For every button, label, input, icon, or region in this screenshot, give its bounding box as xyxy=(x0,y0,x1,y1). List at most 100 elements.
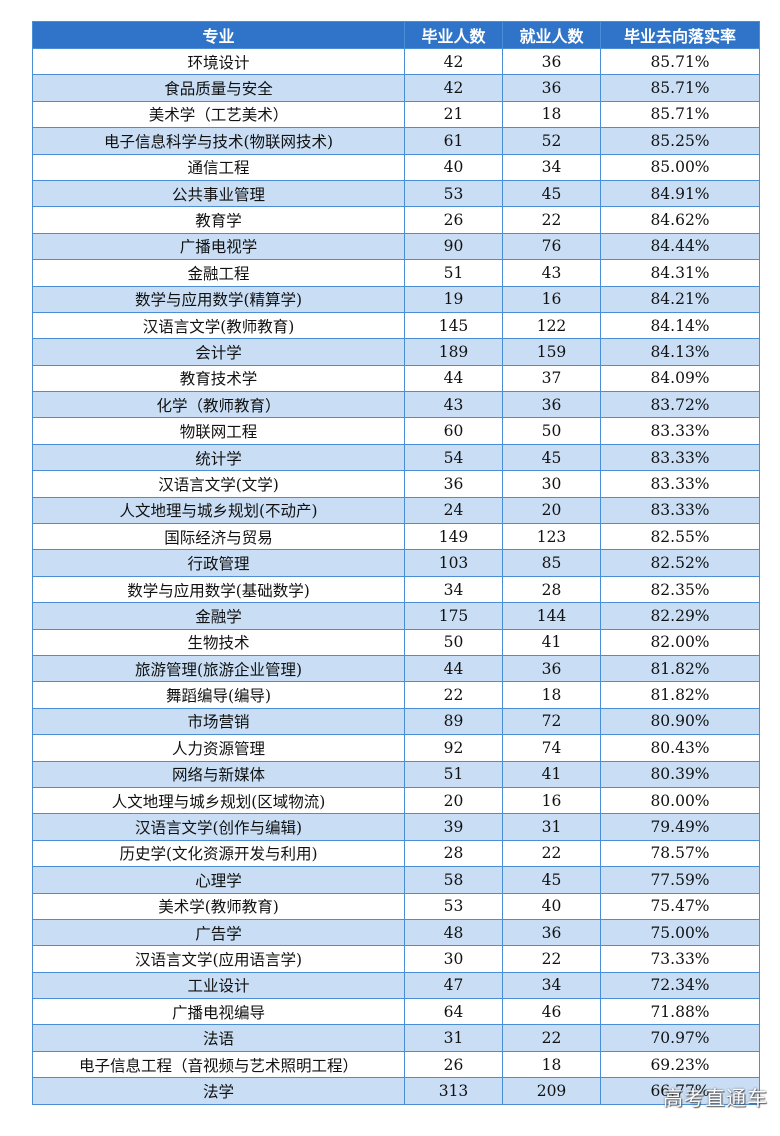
table-row: 市场营销 89 72 80.90% xyxy=(32,707,760,736)
cell-employed: 20 xyxy=(502,496,601,525)
cell-employed: 122 xyxy=(502,311,601,340)
header-major: 专业 xyxy=(32,21,405,49)
header-graduates: 毕业人数 xyxy=(404,21,503,49)
table-row: 广播电视学 90 76 84.44% xyxy=(32,232,760,261)
cell-employed: 18 xyxy=(502,100,601,129)
cell-placement-rate: 79.49% xyxy=(600,813,760,841)
cell-employed: 74 xyxy=(502,734,601,762)
cell-graduates: 42 xyxy=(404,74,503,102)
cell-employed: 36 xyxy=(502,918,601,947)
cell-graduates: 149 xyxy=(404,523,503,551)
cell-major: 物联网工程 xyxy=(32,417,405,445)
cell-major: 会计学 xyxy=(32,338,405,366)
cell-employed: 36 xyxy=(502,654,601,683)
cell-major: 电子信息科学与技术(物联网技术) xyxy=(32,127,405,155)
cell-placement-rate: 82.29% xyxy=(600,602,760,630)
cell-major: 人文地理与城乡规划(区域物流) xyxy=(32,786,405,815)
table-row: 通信工程 40 34 85.00% xyxy=(32,153,760,181)
cell-major: 教育学 xyxy=(32,206,405,234)
header-placement-rate: 毕业去向落实率 xyxy=(600,21,760,49)
cell-graduates: 42 xyxy=(404,47,503,76)
cell-major: 广播电视学 xyxy=(32,232,405,261)
cell-employed: 50 xyxy=(502,417,601,445)
table-row: 汉语言文学(创作与编辑) 39 31 79.49% xyxy=(32,813,760,841)
cell-placement-rate: 82.00% xyxy=(600,628,760,656)
cell-employed: 22 xyxy=(502,945,601,973)
cell-major: 法语 xyxy=(32,1024,405,1052)
cell-major: 舞蹈编导(编导) xyxy=(32,681,405,709)
cell-graduates: 89 xyxy=(404,707,503,736)
cell-employed: 45 xyxy=(502,179,601,208)
cell-major: 网络与新媒体 xyxy=(32,760,405,788)
cell-employed: 209 xyxy=(502,1077,601,1105)
cell-graduates: 26 xyxy=(404,206,503,234)
employment-rate-table: 专业 毕业人数 就业人数 毕业去向落实率 环境设计 42 36 85.71% 食品质量与… xyxy=(32,21,760,1105)
cell-major: 美术学（工艺美术） xyxy=(32,100,405,129)
cell-graduates: 61 xyxy=(404,127,503,155)
table-body: 环境设计 42 36 85.71% 食品质量与安全 42 36 85.71% 美术学（工艺美术）… xyxy=(32,47,760,1105)
cell-placement-rate: 73.33% xyxy=(600,945,760,973)
cell-graduates: 60 xyxy=(404,417,503,445)
cell-placement-rate: 72.34% xyxy=(600,971,760,1000)
table-row: 汉语言文学(教师教育) 145 122 84.14% xyxy=(32,311,760,340)
cell-graduates: 44 xyxy=(404,364,503,393)
table-row: 历史学(文化资源开发与利用) 28 22 78.57% xyxy=(32,839,760,868)
table-row: 统计学 54 45 83.33% xyxy=(32,443,760,472)
cell-major: 旅游管理(旅游企业管理) xyxy=(32,654,405,683)
cell-major: 美术学(教师教育) xyxy=(32,892,405,920)
cell-placement-rate: 70.97% xyxy=(600,1024,760,1052)
cell-employed: 30 xyxy=(502,470,601,498)
table-row: 教育技术学 44 37 84.09% xyxy=(32,364,760,393)
employment-table-container: 专业 毕业人数 就业人数 毕业去向落实率 环境设计 42 36 85.71% 食品质量与… xyxy=(32,21,760,1105)
cell-employed: 45 xyxy=(502,443,601,472)
cell-placement-rate: 85.71% xyxy=(600,47,760,76)
cell-major: 食品质量与安全 xyxy=(32,74,405,102)
table-row: 人文地理与城乡规划(区域物流) 20 16 80.00% xyxy=(32,786,760,815)
cell-major: 人文地理与城乡规划(不动产) xyxy=(32,496,405,525)
cell-major: 汉语言文学(教师教育) xyxy=(32,311,405,340)
cell-major: 广播电视编导 xyxy=(32,998,405,1026)
cell-employed: 46 xyxy=(502,998,601,1026)
cell-employed: 28 xyxy=(502,575,601,604)
cell-graduates: 44 xyxy=(404,654,503,683)
cell-major: 电子信息工程（音视频与艺术照明工程） xyxy=(32,1050,405,1079)
cell-graduates: 43 xyxy=(404,391,503,419)
cell-employed: 18 xyxy=(502,1050,601,1079)
cell-employed: 123 xyxy=(502,523,601,551)
cell-graduates: 189 xyxy=(404,338,503,366)
table-row: 环境设计 42 36 85.71% xyxy=(32,47,760,76)
cell-placement-rate: 82.35% xyxy=(600,575,760,604)
cell-employed: 34 xyxy=(502,153,601,181)
cell-major: 化学（教师教育） xyxy=(32,391,405,419)
cell-placement-rate: 85.00% xyxy=(600,153,760,181)
cell-employed: 76 xyxy=(502,232,601,261)
cell-placement-rate: 84.31% xyxy=(600,259,760,287)
cell-major: 汉语言文学(创作与编辑) xyxy=(32,813,405,841)
cell-major: 金融工程 xyxy=(32,259,405,287)
cell-placement-rate: 82.52% xyxy=(600,549,760,577)
cell-major: 生物技术 xyxy=(32,628,405,656)
cell-employed: 72 xyxy=(502,707,601,736)
cell-placement-rate: 85.71% xyxy=(600,74,760,102)
cell-graduates: 53 xyxy=(404,892,503,920)
table-row: 行政管理 103 85 82.52% xyxy=(32,549,760,577)
cell-graduates: 58 xyxy=(404,866,503,894)
table-row: 金融工程 51 43 84.31% xyxy=(32,259,760,287)
header-employed: 就业人数 xyxy=(502,21,601,49)
cell-graduates: 31 xyxy=(404,1024,503,1052)
table-row: 法学 313 209 66.77% xyxy=(32,1077,760,1105)
cell-major: 数学与应用数学(精算学) xyxy=(32,285,405,313)
cell-placement-rate: 75.00% xyxy=(600,918,760,947)
cell-graduates: 40 xyxy=(404,153,503,181)
cell-placement-rate: 83.33% xyxy=(600,496,760,525)
cell-graduates: 90 xyxy=(404,232,503,261)
cell-placement-rate: 80.00% xyxy=(600,786,760,815)
table-row: 国际经济与贸易 149 123 82.55% xyxy=(32,523,760,551)
cell-employed: 36 xyxy=(502,74,601,102)
cell-employed: 36 xyxy=(502,47,601,76)
table-row: 公共事业管理 53 45 84.91% xyxy=(32,179,760,208)
cell-major: 金融学 xyxy=(32,602,405,630)
cell-major: 市场营销 xyxy=(32,707,405,736)
cell-placement-rate: 84.21% xyxy=(600,285,760,313)
cell-graduates: 20 xyxy=(404,786,503,815)
